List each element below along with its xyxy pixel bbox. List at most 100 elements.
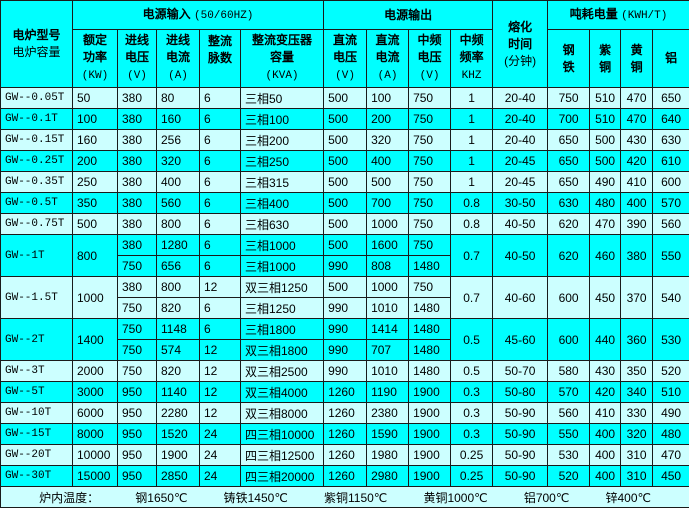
cell-transformer: 三相1800 — [239, 318, 325, 340]
cell-pulses: 6 — [199, 171, 241, 193]
cell-mf-voltage: 1480 — [408, 255, 452, 277]
cell-transformer: 三相200 — [239, 129, 325, 151]
cell-power: 200 — [72, 150, 118, 172]
table-row: GW--0.25T 200 380 320 6 三相250 500 400 750 1 20-45 6… — [0, 150, 689, 172]
cell-consumption-copper: 480 — [589, 192, 622, 214]
cell-melt-time: 50-90 — [492, 423, 549, 445]
cell-mf-voltage: 750 — [408, 276, 452, 298]
cell-consumption-brass: 370 — [620, 276, 654, 319]
cell-power: 15000 — [72, 465, 118, 487]
cell-dc-voltage: 990 — [323, 318, 368, 340]
cell-power: 500 — [72, 213, 118, 235]
cell-in-voltage: 750 — [117, 339, 157, 361]
cell-model: GW--10T — [0, 402, 73, 424]
cell-in-voltage: 950 — [117, 402, 157, 424]
header-mf-voltage: 中频 电压 (V) — [408, 29, 452, 88]
cell-model: GW--1.5T — [0, 276, 73, 319]
cell-pulses: 12 — [199, 276, 241, 298]
cell-model: GW--0.05T — [0, 87, 73, 109]
cell-power: 350 — [72, 192, 118, 214]
cell-power: 160 — [72, 129, 118, 151]
cell-mf-frequency: 0.25 — [450, 465, 494, 487]
cell-mf-frequency: 1 — [450, 150, 494, 172]
table-row: GW--1T 800 380 1280 6 三相1000 500 1600 750 0.7 40-5… — [0, 234, 689, 277]
cell-transformer: 双三相1250 — [239, 276, 325, 298]
cell-consumption-brass: 350 — [620, 360, 654, 382]
cell-dc-current: 1010 — [366, 297, 410, 319]
cell-power: 800 — [72, 234, 118, 277]
cell-consumption-steel: 620 — [547, 234, 591, 277]
cell-dc-current: 2980 — [366, 465, 410, 487]
cell-dc-voltage: 500 — [323, 276, 368, 298]
cell-consumption-brass: 430 — [620, 129, 654, 151]
cell-dc-voltage: 1260 — [323, 465, 368, 487]
cell-transformer: 双三相4000 — [239, 381, 325, 403]
footer-temp-steel: 钢1650℃ — [135, 490, 188, 505]
cell-consumption-copper: 510 — [589, 108, 622, 130]
cell-pulses: 6 — [199, 297, 241, 319]
cell-in-current: 560 — [156, 192, 200, 214]
cell-in-voltage: 380 — [117, 171, 157, 193]
cell-dc-current: 707 — [366, 339, 410, 361]
furnace-temperature-footer: 炉内温度： 钢1650℃ 铸铁1450℃ 紫铜1150℃ 黄铜1000℃ 铝70… — [0, 486, 689, 508]
cell-in-current: 1900 — [156, 444, 200, 466]
cell-dc-current: 500 — [366, 171, 410, 193]
cell-melt-time: 20-40 — [492, 129, 549, 151]
cell-consumption-aluminum: 540 — [652, 276, 689, 319]
cell-melt-time: 50-90 — [492, 444, 549, 466]
cell-pulses: 12 — [199, 381, 241, 403]
cell-consumption-aluminum: 530 — [652, 318, 689, 361]
cell-dc-voltage: 500 — [323, 213, 368, 235]
cell-dc-voltage: 990 — [323, 297, 368, 319]
cell-consumption-brass: 310 — [620, 444, 654, 466]
footer-temp-aluminum: 铝700℃ — [523, 490, 570, 505]
cell-dc-current: 1414 — [366, 318, 410, 340]
cell-in-voltage: 750 — [117, 318, 157, 340]
cell-model: GW--0.5T — [0, 192, 73, 214]
cell-consumption-brass: 410 — [620, 171, 654, 193]
table-row: GW--5T 3000 950 1140 12 双三相4000 1260 1190 1900 0.… — [0, 381, 689, 403]
cell-consumption-aluminum: 480 — [652, 423, 689, 445]
cell-dc-current: 1010 — [366, 360, 410, 382]
cell-mf-voltage: 1900 — [408, 444, 452, 466]
table-body: GW--0.05T 50 380 80 6 三相50 500 100 750 1 20-40 750 5… — [0, 87, 689, 487]
cell-pulses: 6 — [199, 213, 241, 235]
cell-in-current: 80 — [156, 87, 200, 109]
cell-in-current: 574 — [156, 339, 200, 361]
cell-in-current: 2850 — [156, 465, 200, 487]
cell-power: 3000 — [72, 381, 118, 403]
cell-dc-current: 700 — [366, 192, 410, 214]
cell-melt-time: 30-50 — [492, 192, 549, 214]
footer-temp-cast-iron: 铸铁1450℃ — [223, 490, 288, 505]
cell-melt-time: 50-70 — [492, 360, 549, 382]
cell-in-voltage: 380 — [117, 234, 157, 256]
cell-mf-frequency: 0.3 — [450, 423, 494, 445]
cell-consumption-steel: 700 — [547, 108, 591, 130]
cell-mf-voltage: 1480 — [408, 360, 452, 382]
cell-pulses: 6 — [199, 87, 241, 109]
header-dc-current: 直流 电流 (A) — [366, 29, 410, 88]
cell-mf-frequency: 0.7 — [450, 234, 494, 277]
cell-dc-voltage: 990 — [323, 339, 368, 361]
cell-consumption-copper: 500 — [589, 150, 622, 172]
cell-consumption-brass: 420 — [620, 150, 654, 172]
cell-power: 100 — [72, 108, 118, 130]
cell-in-voltage: 380 — [117, 150, 157, 172]
header-in-voltage: 进线 电压 (V) — [117, 29, 157, 88]
cell-dc-current: 320 — [366, 129, 410, 151]
cell-model: GW--2T — [0, 318, 73, 361]
cell-model: GW--0.1T — [0, 108, 73, 130]
cell-mf-frequency: 1 — [450, 108, 494, 130]
cell-consumption-steel: 570 — [547, 381, 591, 403]
cell-consumption-copper: 420 — [589, 381, 622, 403]
cell-mf-voltage: 1480 — [408, 318, 452, 340]
cell-consumption-brass: 310 — [620, 465, 654, 487]
cell-dc-current: 200 — [366, 108, 410, 130]
cell-in-current: 800 — [156, 213, 200, 235]
header-model: 电炉型号 电炉容量 — [0, 0, 73, 88]
cell-in-current: 820 — [156, 297, 200, 319]
footer-temp-copper: 紫铜1150℃ — [323, 490, 388, 505]
cell-transformer: 三相50 — [239, 87, 325, 109]
cell-dc-current: 1590 — [366, 423, 410, 445]
cell-mf-frequency: 0.5 — [450, 318, 494, 361]
